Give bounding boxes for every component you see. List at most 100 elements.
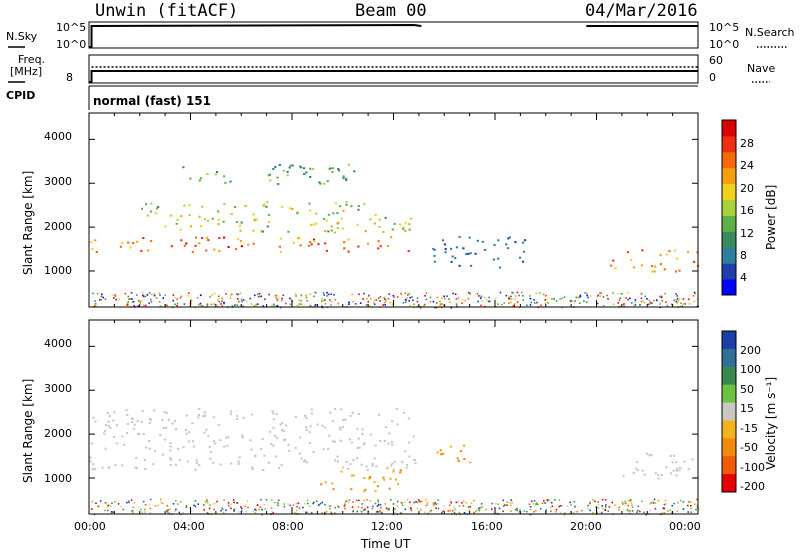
velocity-echo-0 [203,431,206,434]
power-noise [329,299,331,301]
power-noise [275,297,278,299]
power-noise [444,297,446,300]
velocity-echo-0 [275,437,279,440]
velocity-echo-0 [406,464,409,466]
velocity-noise [545,509,548,511]
power-noise [326,291,328,294]
power-echo-3 [470,264,473,267]
velocity-noise [396,500,399,503]
power-noise [234,304,236,306]
power-noise [656,300,658,302]
velocity-noise [639,510,641,513]
velocity-echo-2 [442,452,445,455]
power-noise [305,296,308,299]
power-noise [406,297,409,299]
power-echo-2 [276,176,279,179]
velocity-echo-0 [178,459,181,461]
velocity-noise [419,501,421,503]
velocity-noise [91,500,94,503]
power-echo-1 [378,218,381,221]
power-echo-1 [341,227,344,230]
power-noise [179,297,182,299]
velocity-noise [254,511,257,514]
power-noise [623,303,625,305]
velocity-noise [528,503,531,506]
velocity-noise [240,506,242,508]
power-echo-1 [164,225,167,228]
power-echo-2 [300,166,303,169]
velocity-noise [154,505,157,507]
power-echo-1 [337,221,340,224]
velocity-echo-0 [236,415,239,417]
power-noise [687,298,690,301]
nave-tick-top: 60 [709,54,723,67]
velocity-noise [204,501,207,503]
power-echo-1 [217,218,220,221]
xtick-1600: 16:00 [471,520,503,533]
power-echo-4 [665,253,668,256]
power-noise [210,303,213,306]
velocity-noise [458,511,461,514]
power-noise [277,297,279,300]
velocity-noise [416,507,419,510]
velocity-echo-0 [344,418,347,421]
velocity-noise [649,509,651,512]
power-noise [137,305,139,307]
velocity-noise [401,502,403,505]
power-echo-1 [340,217,343,220]
power-echo-0 [292,241,295,244]
power-noise [677,300,680,302]
velocity-noise [437,499,440,502]
vel-ytick-2000: 2000 [44,427,72,440]
power-noise [306,300,309,302]
power-noise [125,303,128,306]
power-noise [503,302,505,304]
velocity-echo-3 [636,461,639,464]
velocity-echo-0 [212,440,215,443]
power-echo-1 [345,203,348,206]
velocity-echo-0 [338,426,342,429]
velocity-noise [260,498,262,501]
velocity-echo-0 [212,461,215,464]
power-noise [289,297,291,300]
power-noise [563,296,566,298]
velocity-noise [535,501,538,504]
power-noise [570,300,573,302]
velocity-echo-3 [675,469,678,472]
power-noise [467,291,470,294]
velocity-noise [227,502,230,504]
power-noise [118,298,120,301]
velocity-echo-0 [171,422,174,425]
power-noise [461,299,464,301]
power-echo-0 [297,237,300,240]
power-echo-2 [268,173,271,176]
velocity-echo-0 [305,416,308,419]
power-echo-0 [140,249,143,252]
velocity-noise [344,501,347,503]
velocity-noise [589,501,591,503]
velocity-echo-2 [457,460,460,462]
velocity-noise [669,509,672,511]
power-echo-1 [223,203,226,206]
xtick-2000: 20:00 [570,520,602,533]
velocity-noise [307,502,309,505]
power-noise [174,303,176,306]
velocity-noise [417,498,420,501]
velocity-echo-0 [213,416,216,419]
power-noise [682,298,685,300]
power-echo-0 [324,242,327,245]
power-noise [612,303,615,306]
velocity-noise [478,509,481,512]
velocity-echo-0 [207,434,210,437]
velocity-echo-0 [163,410,166,413]
power-noise [522,295,524,297]
velocity-echo-0 [303,460,306,463]
velocity-echo-0 [197,414,200,416]
velocity-noise [435,507,437,509]
power-noise [100,295,103,298]
power-noise [625,297,627,299]
power-noise [309,293,312,295]
power-noise [324,302,327,305]
velocity-noise [344,507,346,510]
power-echo-0 [252,242,255,245]
